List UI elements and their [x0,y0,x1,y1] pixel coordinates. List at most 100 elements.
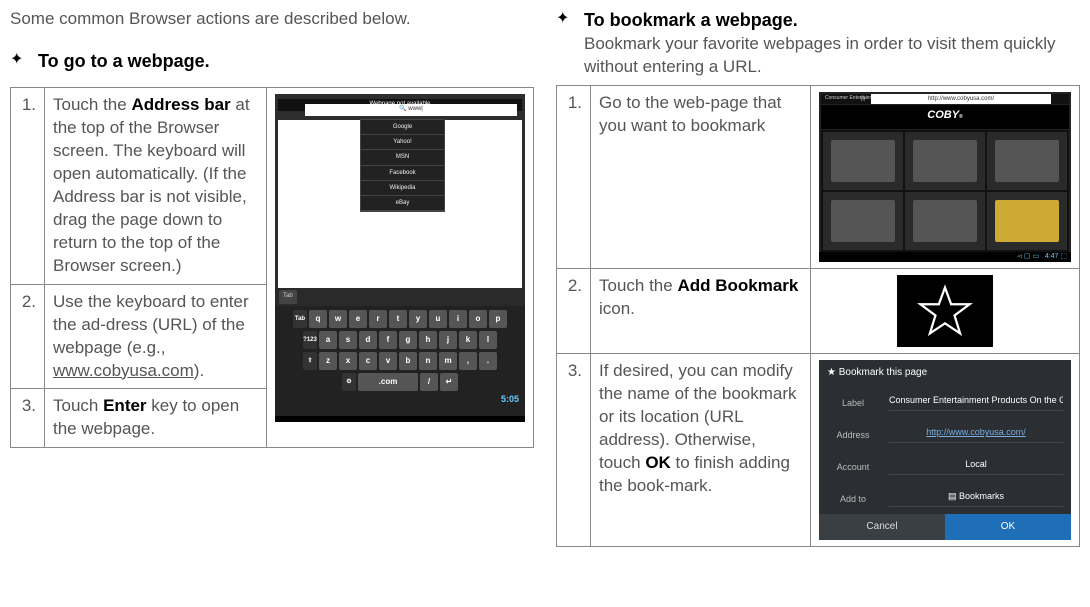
screenshot-bookmark-dialog: Bookmark this page Label Consumer Entert… [811,353,1080,546]
key[interactable]: l [479,331,497,349]
key[interactable]: i [449,310,467,328]
key[interactable]: c [359,352,377,370]
label-input[interactable]: Consumer Entertainment Products On the G… [889,394,1063,411]
key[interactable]: a [319,331,337,349]
key[interactable]: f [379,331,397,349]
section-desc: Bookmark your favorite webpages in order… [584,34,1055,76]
android-navbar[interactable] [275,416,525,422]
list-item[interactable]: Yahoo! [361,135,444,150]
suggestion-popup[interactable]: Google Yahoo! MSN Facebook Wikipedia eBa… [360,119,445,212]
key[interactable]: o [469,310,487,328]
product-tile[interactable] [905,192,985,250]
list-item[interactable]: Facebook [361,166,444,181]
table-row: 2. Touch the Add Bookmark icon. [557,268,1080,353]
ok-button[interactable]: OK [945,514,1071,540]
key[interactable]: ?123 [303,331,317,349]
field-label: Label [827,397,879,409]
product-tile[interactable] [987,132,1067,190]
key[interactable]: m [439,352,457,370]
add-bookmark-icon[interactable] [897,275,993,347]
step-number: 1. [557,85,591,268]
key[interactable]: .com [358,373,418,391]
enter-key[interactable]: ↵ [440,373,458,391]
onscreen-keyboard[interactable]: Tab qwertyuiop ?123 asdfghjkl ⇧ zxcvbnm,… [275,306,525,416]
dialog-title: Bookmark this page [827,366,927,380]
key[interactable]: , [459,352,477,370]
key[interactable]: / [420,373,438,391]
shift-key[interactable]: ⇧ [303,352,317,370]
key[interactable]: v [379,352,397,370]
intro-text: Some common Browser actions are describe… [10,8,534,31]
step-number: 1. [11,88,45,285]
address-bar[interactable]: 🔍 www| [305,104,517,116]
url-bar[interactable]: http://www.cobyusa.com/ [871,94,1051,104]
field-row: Account Local [827,454,1063,480]
star-bullet-icon: ✦ [556,11,570,27]
bookmark-star-icon[interactable]: ☆ [857,94,869,104]
step-number: 2. [11,284,45,389]
key[interactable]: e [349,310,367,328]
step-text: Go to the web-page that you want to book… [591,85,811,268]
field-row: Add to Bookmarks [827,486,1063,512]
key[interactable]: h [419,331,437,349]
step-number: 3. [557,353,591,546]
address-input[interactable]: http://www.cobyusa.com/ [889,426,1063,443]
key[interactable]: z [319,352,337,370]
key[interactable]: s [339,331,357,349]
dialog-buttons: Cancel OK [819,514,1071,540]
key[interactable]: b [399,352,417,370]
field-row: Label Consumer Entertainment Products On… [827,390,1063,416]
steps-table-bookmark: 1. Go to the web-page that you want to b… [556,85,1080,547]
section-title: To go to a webpage. [38,49,210,73]
keyboard-toprow: Tab [275,288,525,306]
table-row: 1. Touch the Address bar at the top of t… [11,88,534,285]
key[interactable]: d [359,331,377,349]
android-navbar[interactable]: ◅ ▢ ▭ 4:47 ⬚ [819,252,1071,262]
step-number: 3. [11,389,45,448]
key[interactable]: n [419,352,437,370]
list-item[interactable]: MSN [361,150,444,165]
tab-key[interactable]: Tab [279,290,297,304]
field-label: Add to [827,493,879,505]
section-heading-goto: ✦ To go to a webpage. [10,49,534,73]
screenshot-star-icon [811,268,1080,353]
step-text: Use the keyboard to enter the ad-dress (… [45,284,267,389]
addto-select[interactable]: Bookmarks [889,490,1063,507]
field-label: Account [827,461,879,473]
key[interactable]: u [429,310,447,328]
field-row: Address http://www.cobyusa.com/ [827,422,1063,448]
product-tile[interactable] [823,192,903,250]
key[interactable]: p [489,310,507,328]
step-text: Touch Enter key to open the webpage. [45,389,267,448]
key[interactable]: q [309,310,327,328]
star-icon [917,283,973,339]
key[interactable]: x [339,352,357,370]
key[interactable]: r [369,310,387,328]
key[interactable]: t [389,310,407,328]
key[interactable]: Tab [293,310,307,328]
statusbar-clock: 5:05 [501,393,519,405]
key[interactable]: w [329,310,347,328]
settings-key[interactable]: ⚙ [342,373,356,391]
product-tile[interactable] [823,132,903,190]
shot-browser: Webpage not available 🔍 www| Webpage not… [275,94,525,422]
list-item[interactable]: eBay [361,196,444,211]
product-grid [821,130,1069,252]
key[interactable]: g [399,331,417,349]
list-item[interactable]: Wikipedia [361,181,444,196]
product-tile[interactable] [987,192,1067,250]
account-select[interactable]: Local [889,458,1063,475]
key[interactable]: j [439,331,457,349]
site-logo: COBY® TV & VIDEO AUDIO TABLETS & PC PHOT… [821,105,1069,129]
table-row: 1. Go to the web-page that you want to b… [557,85,1080,268]
cancel-button[interactable]: Cancel [819,514,945,540]
table-row: 3. If desired, you can modify the name o… [557,353,1080,546]
list-item[interactable]: Google [361,120,444,135]
key[interactable]: . [479,352,497,370]
step-text: Touch the Address bar at the top of the … [45,88,267,285]
product-tile[interactable] [905,132,985,190]
shot-cobysite: Consumer Entertainment ☆ http://www.coby… [819,92,1071,262]
section-title: To bookmark a webpage [584,10,793,30]
key[interactable]: y [409,310,427,328]
key[interactable]: k [459,331,477,349]
